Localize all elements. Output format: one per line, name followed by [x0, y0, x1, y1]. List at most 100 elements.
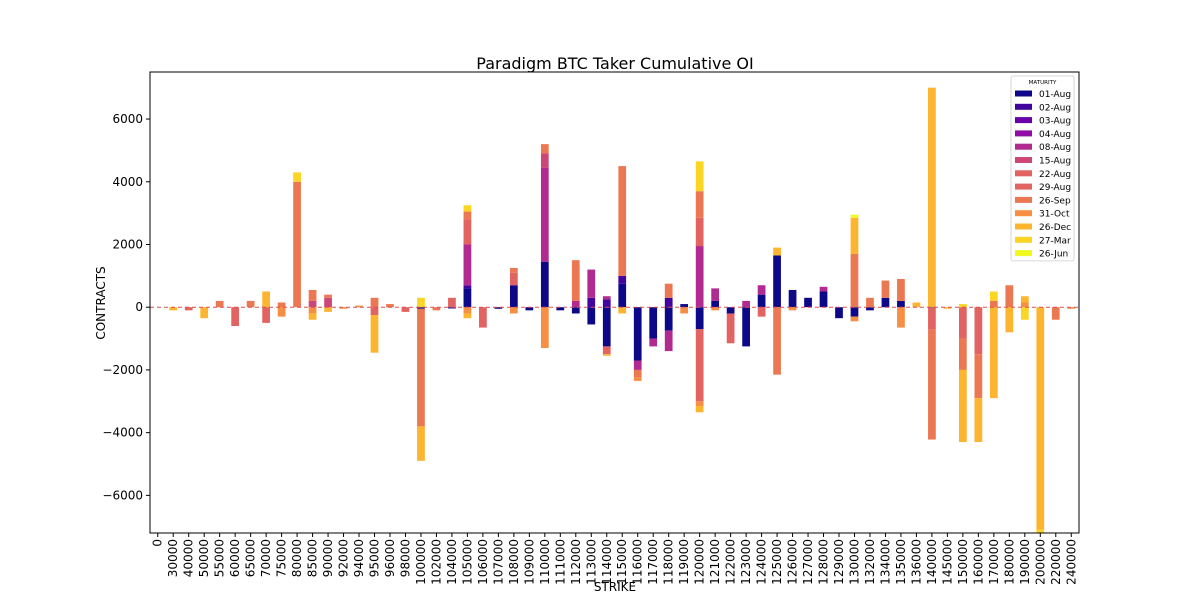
bar-segment [200, 307, 209, 319]
legend-swatch [1015, 210, 1032, 217]
x-tick-label: 128000 [817, 539, 831, 585]
bar-segment [324, 307, 332, 312]
x-tick-label: 104000 [445, 539, 459, 585]
bar-segment [262, 307, 270, 323]
bar-segment [432, 307, 441, 311]
bar-segment [540, 144, 549, 154]
bar-segment [556, 307, 565, 311]
x-tick-label: 75000 [275, 539, 289, 577]
bar-segment [742, 300, 750, 308]
bar-segment [788, 289, 797, 308]
x-tick-label: 114000 [600, 539, 614, 585]
bar-segment [602, 307, 611, 347]
bar-segment [757, 294, 766, 308]
bar-segment [417, 297, 425, 308]
bar-segment [974, 398, 983, 443]
bar-segment [602, 346, 611, 355]
bar-segment [231, 307, 240, 327]
chart-title: Paradigm BTC Taker Cumulative OI [476, 54, 753, 73]
x-tick-label: 113000 [584, 539, 598, 585]
y-tick-label: −2000 [102, 363, 143, 377]
bar-segment [370, 307, 379, 316]
bar-segment [989, 307, 998, 399]
y-axis: −6000 −4000 −2000 0 2000 4000 6000 [102, 112, 150, 502]
bar-segment [804, 297, 812, 308]
x-tick-label: 55000 [213, 539, 227, 577]
x-tick-label: 200000 [1033, 539, 1047, 585]
x-tick-label: 60000 [228, 539, 242, 577]
bar-segment [695, 405, 704, 413]
bar-segment [695, 246, 704, 308]
legend-swatch [1015, 236, 1032, 243]
bar-segment [649, 307, 658, 339]
legend-label: 15-Aug [1039, 157, 1071, 167]
bar-segment [169, 307, 178, 311]
bar-segment [277, 302, 286, 308]
bar-segment [866, 307, 874, 311]
legend-label: 31-Oct [1039, 210, 1070, 220]
legend-swatch [1015, 250, 1032, 257]
y-tick-label: 0 [135, 300, 143, 314]
y-tick-label: 2000 [112, 237, 143, 251]
bar-segment [695, 191, 704, 218]
legend-swatch [1015, 103, 1032, 110]
bar-segment [757, 307, 766, 317]
bar-segment [680, 304, 689, 308]
bar-segment [897, 278, 905, 301]
bar-segment [448, 307, 456, 309]
bar-segment [680, 307, 689, 314]
x-tick-label: 112000 [569, 539, 583, 585]
x-tick-label: 105000 [460, 539, 474, 585]
legend-swatch [1015, 117, 1032, 124]
x-tick-label: 121000 [708, 539, 722, 585]
bar-segment [602, 354, 611, 356]
x-tick-label: 150000 [956, 539, 970, 585]
legend-swatch [1015, 143, 1032, 150]
x-tick-label: 140000 [925, 539, 939, 585]
x-tick-label: 220000 [1049, 539, 1063, 585]
bar-segment [308, 313, 317, 320]
bar-segment [959, 338, 967, 370]
bar-segment [773, 255, 781, 308]
bar-segment [726, 313, 735, 344]
x-tick-label: 134000 [878, 539, 892, 585]
x-tick-label: 98000 [398, 539, 412, 577]
bar-segment [308, 289, 317, 301]
bar-segment [974, 307, 983, 355]
legend-label: 03-Aug [1039, 117, 1071, 127]
y-tick-label: 6000 [112, 112, 143, 126]
bar-segment [959, 307, 967, 339]
x-tick-label: 118000 [662, 539, 676, 585]
bar-segment [633, 307, 642, 361]
x-tick-label: 122000 [724, 539, 738, 585]
bar-segment [897, 307, 905, 328]
legend-swatch [1015, 196, 1032, 203]
x-axis-label: STRIKE [594, 580, 636, 594]
x-tick-label: 40000 [182, 539, 196, 577]
x-tick-label: 136000 [909, 539, 923, 585]
bar-segment [989, 300, 998, 308]
bar-segment [463, 244, 472, 286]
bar-segment [695, 329, 704, 402]
x-tick-label: 124000 [755, 539, 769, 585]
bar-segment [959, 369, 967, 443]
bar-segment [618, 307, 627, 314]
bar-segment [509, 268, 518, 273]
bar-segment [417, 426, 425, 461]
bar-segment [819, 286, 828, 292]
bar-segment [742, 307, 750, 347]
bar-segment [664, 283, 673, 298]
bar-segment [370, 315, 379, 353]
y-tick-label: −6000 [102, 488, 143, 502]
bar-segment [1020, 307, 1029, 320]
legend-label: 22-Aug [1039, 170, 1071, 180]
bar-segment [773, 247, 781, 256]
x-tick-label: 85000 [306, 539, 320, 577]
bar-segment [1005, 285, 1014, 308]
bar-segment [850, 217, 859, 254]
legend-swatch [1015, 130, 1032, 137]
bar-segment [463, 205, 472, 212]
bar-segment [324, 297, 332, 308]
x-tick-label: 111000 [553, 539, 567, 585]
bar-segment [726, 307, 735, 314]
